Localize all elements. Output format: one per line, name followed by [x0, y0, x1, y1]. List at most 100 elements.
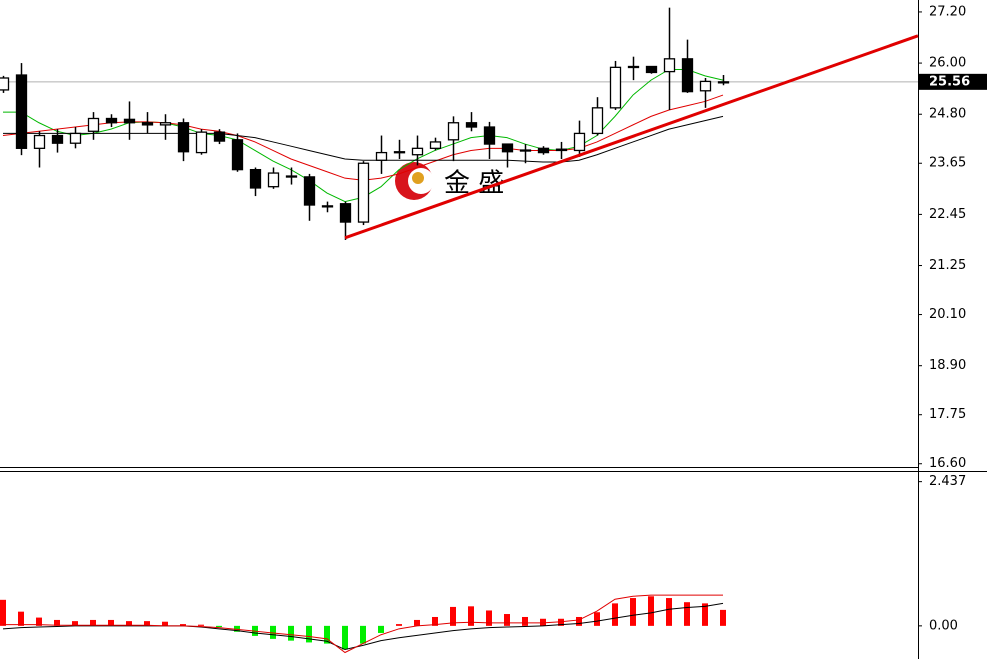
price-label: 25.56 [929, 74, 970, 89]
candle-body [519, 149, 532, 152]
histogram-bar [576, 616, 582, 626]
candle-body [483, 126, 496, 145]
candle [627, 56, 640, 81]
price-label-bg [919, 73, 987, 90]
candle-body [717, 81, 730, 84]
candle [339, 201, 352, 240]
candle [105, 114, 118, 128]
histogram-bar [288, 625, 294, 641]
candle-body [573, 132, 586, 152]
ma-line [3, 115, 724, 163]
histogram-bar [378, 625, 384, 633]
candle-body [213, 131, 226, 142]
candle-body [357, 162, 370, 223]
trendline [344, 34, 919, 240]
candle [123, 101, 136, 140]
candle [429, 137, 442, 151]
candle [69, 127, 82, 149]
candle-body [555, 148, 568, 152]
histogram-bar [540, 618, 546, 626]
histogram-bar [558, 618, 564, 626]
histogram-bar [432, 616, 438, 626]
candle [15, 63, 28, 156]
histogram-bar [360, 625, 366, 644]
candle-body [159, 122, 172, 126]
histogram-bar [306, 625, 312, 643]
candle [33, 131, 46, 168]
histogram-bar [324, 625, 330, 644]
candle [501, 143, 514, 168]
histogram-bar [648, 596, 654, 626]
candle-body [375, 151, 388, 161]
candle-body [267, 172, 280, 188]
histogram-bar [594, 612, 600, 626]
histogram-bar [468, 606, 474, 626]
candle [447, 116, 460, 162]
histogram-bar [234, 625, 240, 632]
histogram-bar [630, 598, 636, 626]
histogram-bar [522, 616, 528, 626]
candle [0, 75, 10, 93]
histogram-bar [108, 619, 114, 626]
candle-body [33, 134, 46, 149]
candle [141, 112, 154, 134]
histogram-bar [0, 599, 6, 626]
candle-body [663, 58, 676, 73]
histogram-bar [162, 621, 168, 626]
candle-body [321, 205, 334, 208]
histogram-bar [396, 624, 402, 626]
candle [465, 112, 478, 132]
histogram-bar [144, 621, 150, 626]
histogram-bar [72, 621, 78, 626]
candle [483, 121, 496, 159]
histogram-bar [90, 619, 96, 626]
candle-body [465, 122, 478, 128]
candle-body [501, 143, 514, 153]
candle-body [177, 122, 190, 153]
candle-body [231, 139, 244, 171]
candle-body [411, 147, 424, 156]
y-tick-label: 21.25 [929, 258, 966, 273]
candle [411, 135, 424, 166]
candle-body [645, 65, 658, 74]
candle [375, 135, 388, 174]
candle-body [303, 176, 316, 206]
candle [681, 39, 694, 93]
candle-body [609, 66, 622, 109]
candle-body [51, 134, 64, 144]
logo [412, 172, 424, 184]
candle-body [123, 118, 136, 124]
candle-body [627, 65, 640, 69]
histogram-bar [198, 624, 204, 626]
candle-body [393, 151, 406, 154]
candle [609, 60, 622, 110]
histogram-bar [666, 598, 672, 626]
histogram-bar [54, 619, 60, 626]
candle [213, 129, 226, 145]
histogram-bar [486, 610, 492, 626]
candle [249, 167, 262, 197]
candle [573, 120, 586, 157]
candle-body [195, 131, 208, 154]
histogram-bar [270, 625, 276, 639]
candle [663, 7, 676, 110]
ma-line [2, 602, 724, 651]
candle-body [0, 77, 10, 91]
y-tick-label: 16.60 [929, 456, 966, 471]
candle-body [537, 147, 550, 154]
candle [321, 201, 334, 213]
histogram-bar [36, 617, 42, 626]
candle-body [249, 168, 262, 189]
candle [267, 167, 280, 189]
candle-body [87, 117, 100, 132]
candle [51, 129, 64, 153]
candle [159, 114, 172, 140]
y-tick-label: 23.65 [929, 156, 966, 171]
candle [357, 161, 370, 226]
candle [555, 141, 568, 159]
ma-line [3, 594, 723, 654]
candle-body [141, 122, 154, 126]
candle [303, 173, 316, 221]
